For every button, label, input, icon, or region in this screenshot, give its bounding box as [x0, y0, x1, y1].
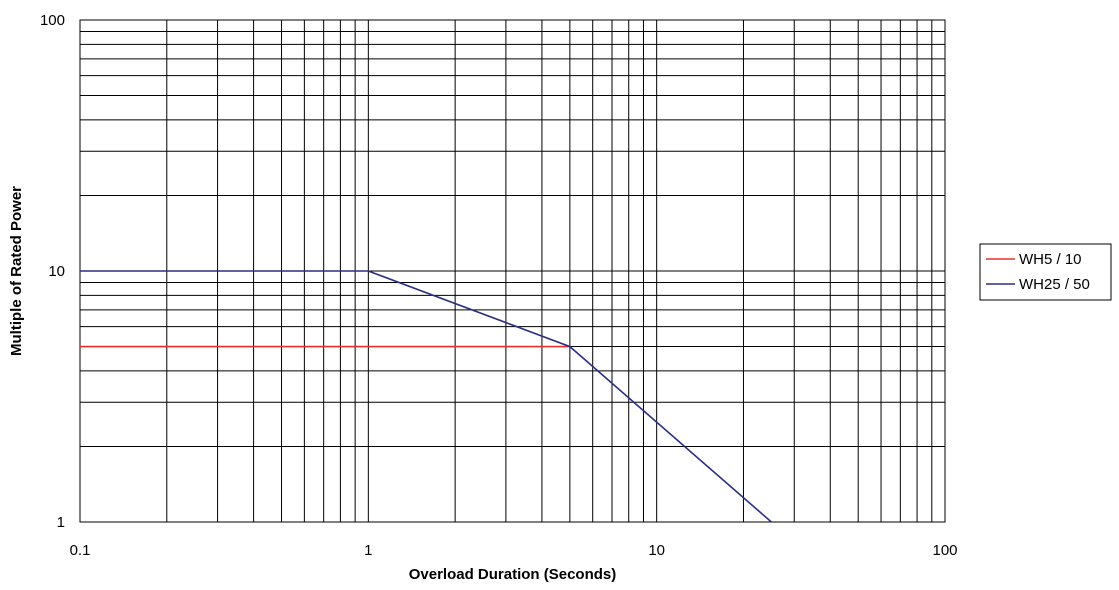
series-line-2 [80, 270, 772, 523]
grid [80, 20, 945, 522]
y-tick-labels: 1 10 100 [40, 12, 65, 531]
legend-label-2: WH25 / 50 [1019, 276, 1090, 293]
x-tick-label: 10 [648, 542, 665, 559]
x-tick-label: 0.1 [70, 542, 91, 559]
legend: WH5 / 10 WH25 / 50 [979, 243, 1112, 301]
y-tick-label: 100 [40, 12, 65, 29]
x-tick-labels: 0.1 1 10 100 [70, 542, 958, 559]
legend-label-1: WH5 / 10 [1019, 251, 1082, 268]
x-tick-label: 1 [364, 542, 372, 559]
legend-box [979, 243, 1112, 301]
y-tick-label: 1 [57, 514, 65, 531]
x-tick-label: 100 [932, 542, 957, 559]
y-axis-title: Multiple of Rated Power [8, 186, 25, 356]
series-lines [80, 270, 772, 523]
x-axis-title: Overload Duration (Seconds) [409, 566, 617, 583]
y-tick-label: 10 [48, 263, 65, 280]
